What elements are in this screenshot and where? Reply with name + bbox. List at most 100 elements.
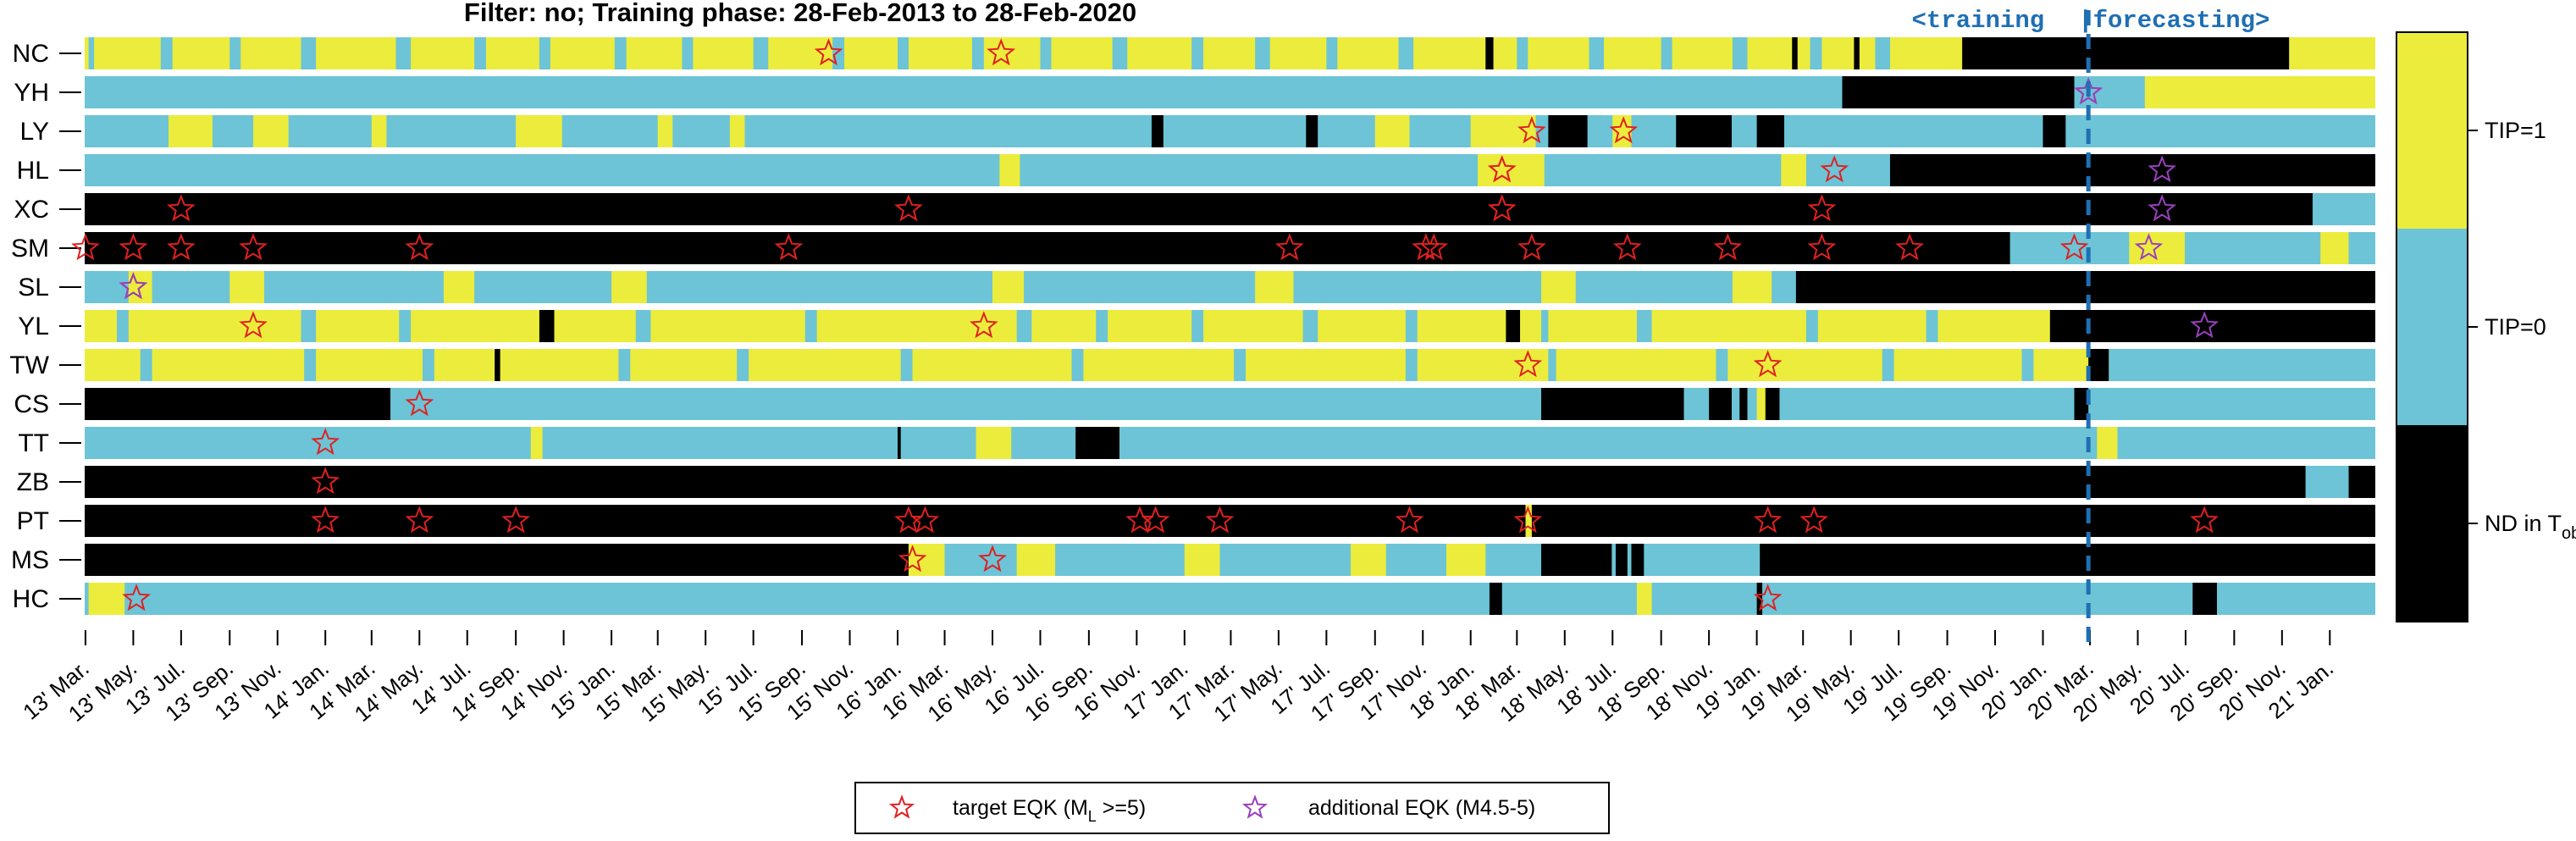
state-segment-cyan bbox=[897, 37, 909, 69]
training-forecast-split: <training |forecasting> bbox=[1912, 7, 2269, 642]
state-segment-cyan bbox=[140, 349, 152, 381]
target-eqk-star bbox=[311, 467, 340, 495]
state-segment-black bbox=[1709, 388, 1732, 420]
target-eqk-star bbox=[1487, 155, 1517, 183]
state-segment-black bbox=[1489, 583, 1502, 615]
legend-box bbox=[854, 782, 1610, 834]
target-eqk-star bbox=[894, 194, 923, 222]
state-segment-cyan bbox=[1405, 310, 1418, 342]
target-eqk-star bbox=[1487, 194, 1517, 222]
station-row-tw: TW bbox=[9, 349, 2375, 381]
colorbar: TIP=1 TIP=0 ND in Tobs bbox=[2396, 31, 2576, 622]
station-row-cs: CS bbox=[14, 388, 2375, 420]
state-segment-cyan bbox=[304, 349, 317, 381]
state-segment-black bbox=[1615, 544, 1628, 576]
state-segment-black bbox=[1756, 115, 1784, 147]
station-label: NC bbox=[13, 40, 49, 68]
state-segment-yellow bbox=[1184, 544, 1220, 576]
colorbar-label-text: TIP=0 bbox=[2485, 314, 2546, 340]
state-segment-cyan bbox=[1398, 37, 1414, 69]
state-segment-yellow bbox=[516, 115, 562, 147]
target-eqk-star bbox=[239, 311, 268, 339]
additional-eqk-star bbox=[2148, 194, 2177, 222]
state-segment-black bbox=[1151, 115, 1164, 147]
state-segment-cyan bbox=[1589, 37, 1605, 69]
state-segment-cyan bbox=[618, 349, 631, 381]
target-eqk-star bbox=[167, 233, 196, 261]
state-segment-cyan bbox=[1112, 37, 1128, 69]
state-segment-cyan bbox=[2009, 232, 2375, 264]
legend-additional-label: additional EQK (M4.5-5) bbox=[1308, 796, 1535, 820]
additional-eqk-star bbox=[2074, 77, 2103, 105]
target-eqk-star bbox=[1141, 506, 1170, 534]
state-segment-yellow bbox=[1255, 271, 1294, 303]
target-eqk-star bbox=[122, 584, 152, 611]
station-bar-base bbox=[85, 310, 2375, 342]
state-segment-cyan bbox=[737, 349, 749, 381]
target-eqk-star bbox=[1753, 506, 1783, 534]
state-segment-yellow bbox=[229, 271, 264, 303]
colorbar-label: TIP=1 bbox=[2485, 118, 2546, 143]
state-segment-yellow bbox=[2320, 232, 2349, 264]
station-label: XC bbox=[14, 196, 49, 224]
station-label: CS bbox=[14, 390, 49, 418]
station-label: SM bbox=[11, 235, 49, 263]
state-segment-cyan bbox=[1810, 37, 1822, 69]
state-segment-cyan bbox=[1882, 349, 1894, 381]
target-eqk-star bbox=[1517, 116, 1546, 144]
target-eqk-star bbox=[1713, 233, 1743, 261]
target-eqk-star bbox=[1412, 233, 1440, 261]
state-segment-black bbox=[1075, 427, 1119, 459]
state-segment-yellow bbox=[530, 427, 543, 459]
target-eqk-star bbox=[814, 38, 843, 66]
target-eqk-star bbox=[1799, 506, 1828, 534]
station-row-ly: LY bbox=[20, 115, 2375, 147]
chart-title: Filter: no; Training phase: 28-Feb-2013 … bbox=[464, 0, 1136, 27]
target-eqk-star bbox=[405, 506, 434, 534]
state-segment-black bbox=[1541, 388, 1684, 420]
state-segment-cyan bbox=[635, 310, 651, 342]
state-segment-yellow bbox=[88, 583, 125, 615]
state-segment-black bbox=[1889, 154, 2375, 186]
station-row-tt: TT bbox=[18, 427, 2375, 459]
station-row-pt: PT bbox=[17, 505, 2375, 537]
legend-target-label: target EQK (ML >=5) bbox=[953, 796, 1146, 825]
state-segment-yellow bbox=[1525, 505, 1532, 537]
state-segment-yellow bbox=[976, 427, 1012, 459]
state-segment-cyan bbox=[1636, 310, 1652, 342]
state-segment-yellow bbox=[253, 115, 289, 147]
state-segment-black bbox=[1763, 388, 1780, 420]
target-eqk-star bbox=[978, 545, 1007, 573]
state-segment-cyan bbox=[1875, 37, 1890, 69]
target-eqk-star bbox=[1753, 350, 1783, 378]
state-segment-black bbox=[1631, 544, 1645, 576]
legend-target-text: target EQK (M bbox=[953, 796, 1088, 820]
state-segment-yellow bbox=[2144, 76, 2375, 108]
station-row-hl: HL bbox=[17, 154, 2375, 186]
state-segment-yellow bbox=[611, 271, 647, 303]
state-segment-yellow bbox=[1756, 388, 1766, 420]
state-segment-cyan bbox=[1541, 310, 1549, 342]
station-label: LY bbox=[20, 118, 49, 146]
station-label: PT bbox=[17, 507, 49, 535]
target-eqk-star bbox=[970, 311, 998, 339]
state-segment-cyan bbox=[301, 310, 317, 342]
state-segment-cyan bbox=[160, 37, 173, 69]
state-segment-cyan bbox=[900, 349, 913, 381]
state-segment-yellow bbox=[2097, 427, 2118, 459]
target-eqk-star bbox=[1807, 194, 1837, 222]
state-segment-cyan bbox=[422, 349, 434, 381]
target-eqk-star bbox=[1513, 350, 1543, 378]
station-label: ZB bbox=[17, 468, 49, 496]
target-eqk-star bbox=[1513, 506, 1543, 534]
state-segment-yellow bbox=[1016, 544, 1056, 576]
state-segment-black bbox=[1541, 544, 1612, 576]
target-eqk-star bbox=[987, 38, 1016, 66]
target-eqk-star bbox=[239, 233, 268, 261]
state-segment-cyan bbox=[2305, 466, 2349, 498]
additional-eqk-star bbox=[2190, 311, 2219, 339]
state-segment-black bbox=[1792, 37, 1798, 69]
colorbar-frame bbox=[2396, 31, 2468, 622]
colorbar-label-text: TIP=1 bbox=[2485, 118, 2546, 143]
state-segment-yellow bbox=[1541, 271, 1576, 303]
